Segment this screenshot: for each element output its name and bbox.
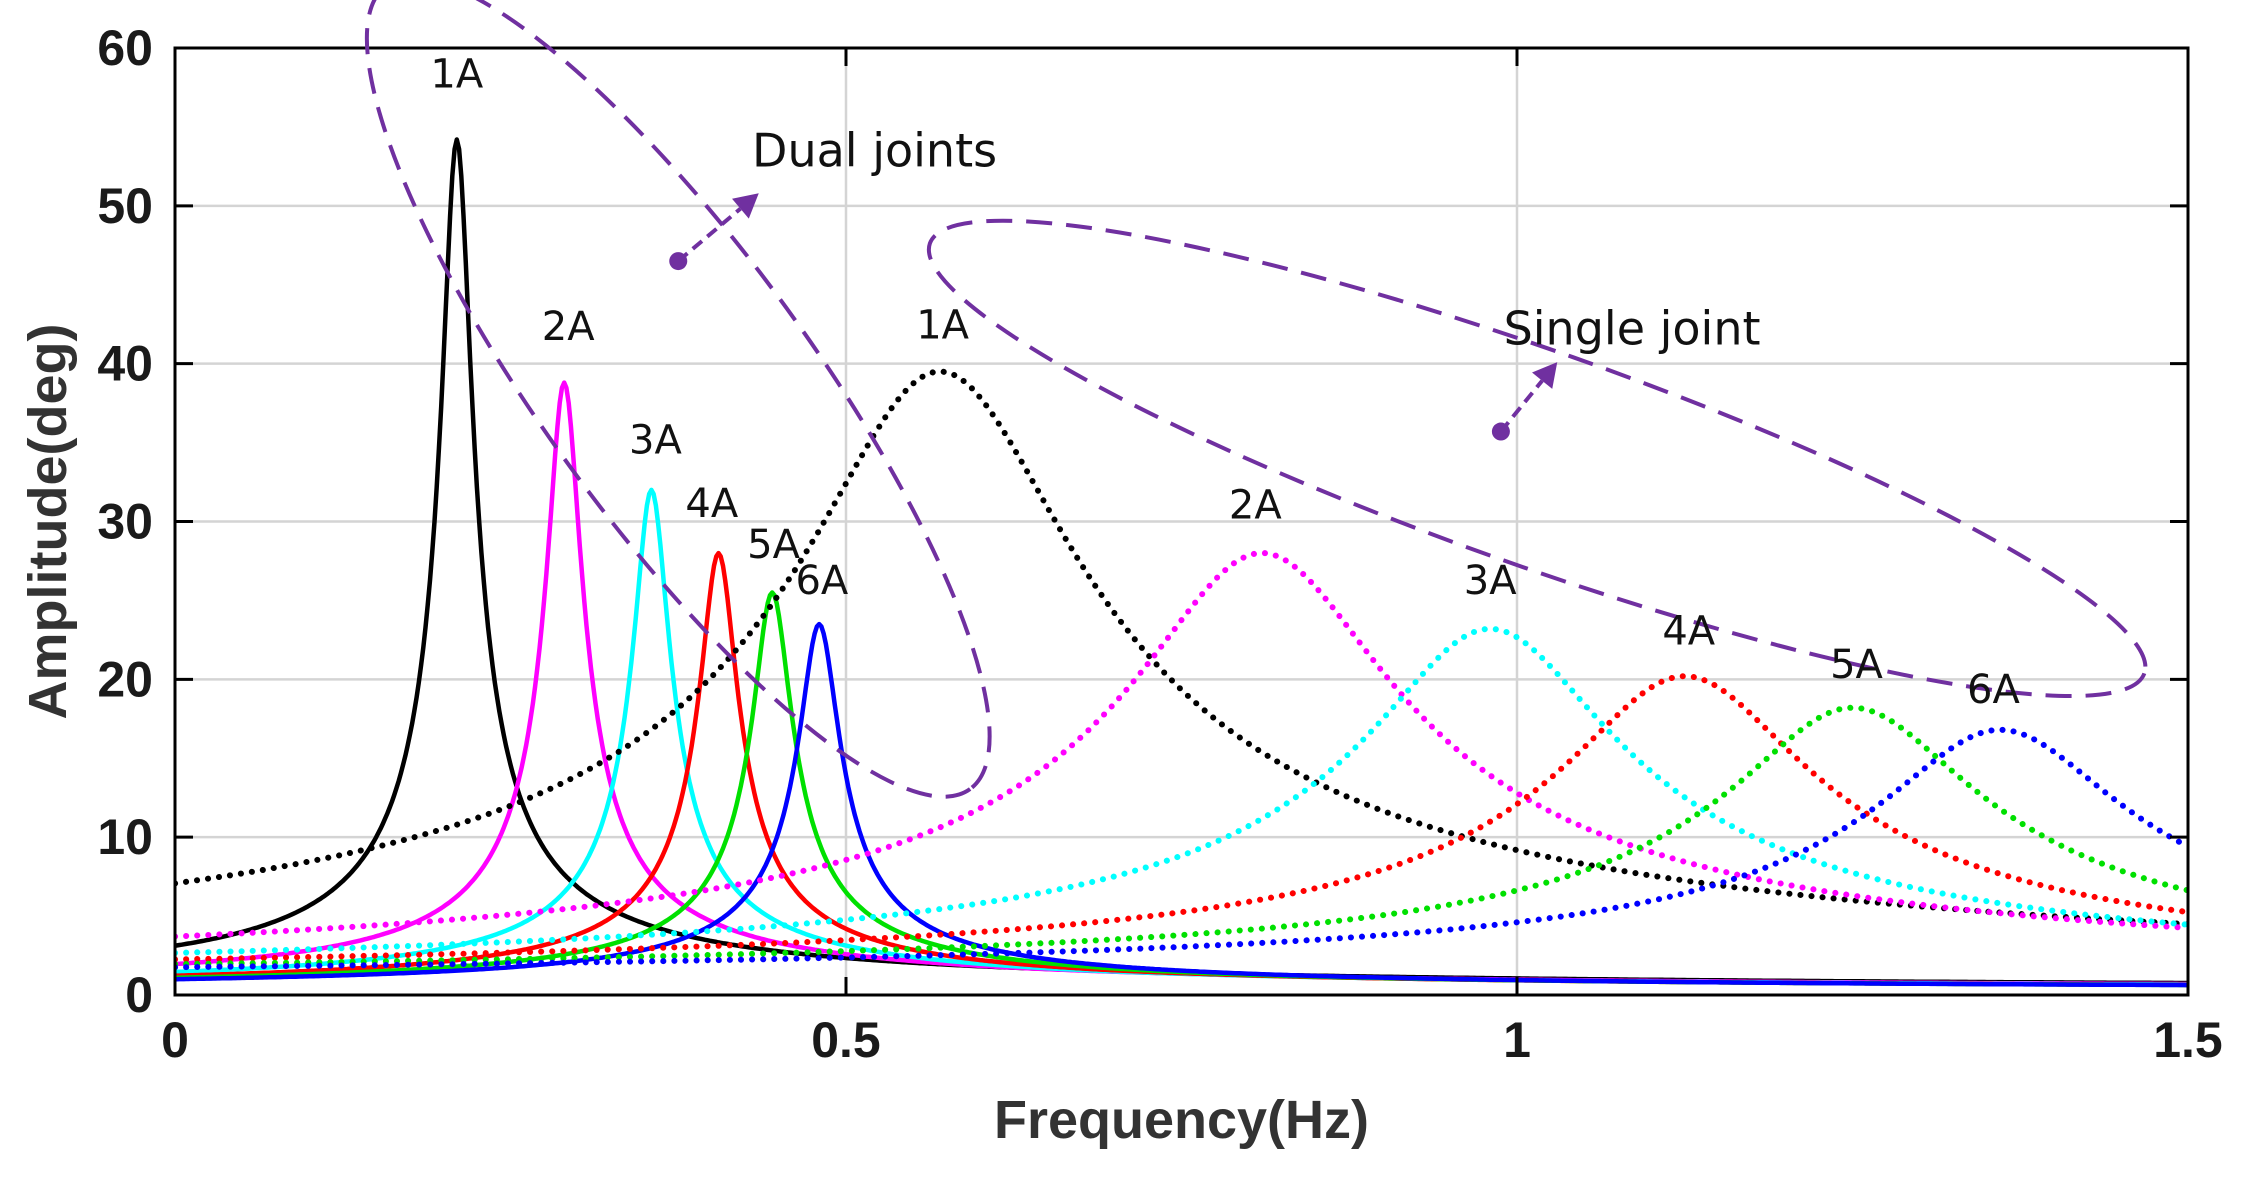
x-tick-label: 0 [161,1012,189,1068]
series-line [175,726,2188,971]
peak-label: 3A [629,418,682,464]
series-line [175,550,2188,940]
dual-annotation-label: Dual joints [752,123,997,177]
dual-arrow-head [732,193,759,219]
series-line [175,625,2188,956]
x-tick-label: 1.5 [2153,1012,2223,1068]
peak-label: 1A [916,302,969,348]
peak-label: 6A [1967,667,2020,713]
peak-label: 3A [1464,558,1517,604]
series-line [175,368,2188,928]
y-tick-label: 10 [97,809,153,865]
series-line [175,621,2188,988]
annotations: Dual joints Single joint [364,0,2148,799]
x-axis-label: Frequency(Hz) [994,1090,1369,1150]
single-arrow-head [1532,362,1558,389]
dual-group-ellipse [364,0,992,799]
peak-label: 5A [1830,642,1883,688]
x-tick-label: 0.5 [811,1012,881,1068]
y-axis-label: Amplitude(deg) [18,324,78,720]
single-arrow-line [1499,379,1544,433]
single-group-ellipse [926,218,2148,699]
series-layer [175,137,2188,988]
dual-arrow-line [676,207,742,263]
y-tick-label: 40 [97,336,153,392]
y-tick-label: 60 [97,20,153,76]
peak-label: 4A [1662,609,1715,655]
series-line [175,673,2188,963]
peak-label: 1A [430,51,483,97]
tick-labels: 0 0.5 1 1.5 0 10 20 30 40 50 60 [97,20,2222,1068]
peak-label: 6A [795,558,848,604]
y-tick-label: 50 [97,178,153,234]
peak-label: 2A [1229,482,1282,528]
y-tick-label: 20 [97,651,153,707]
peak-label: 5A [747,522,800,568]
single-annotation-label: Single joint [1504,302,1761,356]
series-line [175,704,2188,968]
peak-label: 2A [542,304,595,350]
y-tick-label: 0 [125,967,153,1023]
peak-label: 4A [685,481,738,527]
x-tick-label: 1 [1503,1012,1531,1068]
y-tick-label: 30 [97,494,153,550]
